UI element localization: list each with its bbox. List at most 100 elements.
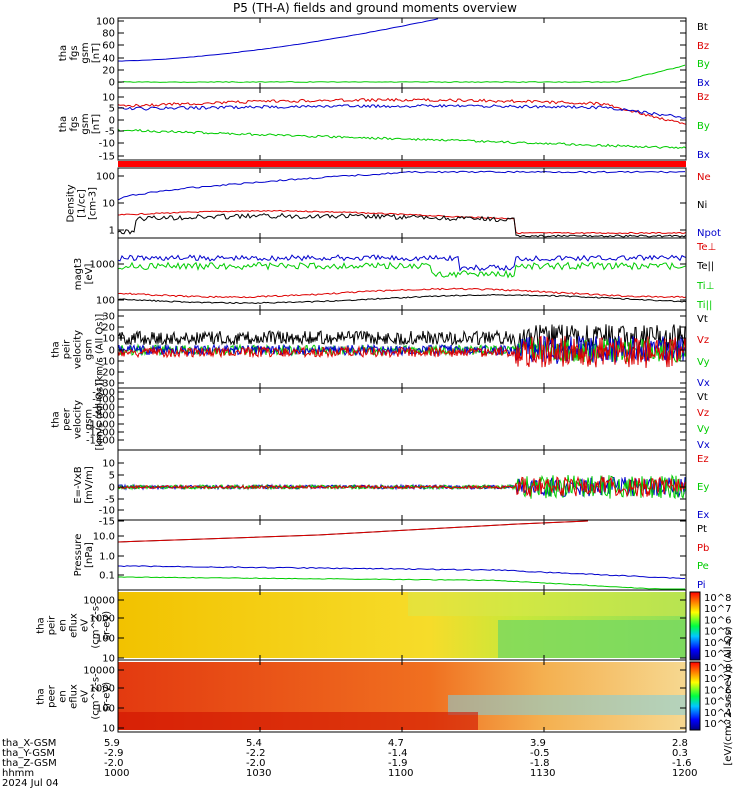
ytick-label: 10000 — [83, 596, 115, 607]
panel-frame-temperature — [117, 237, 687, 311]
ephem-y_gsm-4: 0.3 — [672, 748, 688, 759]
ephem-y_gsm-2: -1.4 — [388, 748, 408, 759]
ytick-label: -5 — [105, 495, 115, 506]
ytick-label: 10 — [102, 724, 115, 735]
ephem-label-4: 2024 Jul 04 — [2, 778, 59, 789]
ytick-label: -1000 — [86, 420, 115, 431]
by-trace-1 — [117, 64, 686, 83]
ephem-z_gsm-2: -1.9 — [388, 758, 408, 769]
ephem-y_gsm-0: -2.9 — [104, 748, 124, 759]
ytick-label: 10 — [102, 93, 115, 104]
ytick-label: 10.0 — [93, 532, 115, 543]
legend-pressure-3: Pi — [697, 580, 706, 591]
ni-trace — [117, 212, 687, 238]
legend-fgs-mag-3: Bx — [697, 78, 710, 89]
colorbar-tick: 10^4 — [704, 638, 731, 649]
ephem-hhmm-4: 1200 — [672, 768, 698, 779]
ylabel-peer-velocity: tha peer velocity gsm [km/s (All Qs)] — [50, 378, 106, 450]
legend-pressure-2: Pe — [697, 561, 709, 573]
colorbar-tick: 10^8 — [704, 593, 731, 604]
chart-title: P5 (TH-A) fields and ground moments over… — [233, 1, 517, 15]
legend-peer-velocity-2: Vy — [697, 424, 710, 435]
legend-peer-velocity-1: Vz — [697, 408, 710, 419]
ytick-label: -15 — [99, 152, 115, 163]
ephem-hhmm-1: 1030 — [246, 768, 272, 779]
panel-frame-fgs-mag — [117, 17, 687, 89]
ytick-label: -30 — [99, 379, 115, 390]
colorbar-upper — [689, 591, 701, 661]
colorbar-tick: 10^3 — [704, 719, 731, 730]
ytick-label: 10 — [102, 334, 115, 345]
ephem-hhmm-2: 1100 — [388, 768, 414, 779]
ytick-label: 0 — [109, 116, 115, 127]
ylabel-temperature: magt3 [eV] — [73, 257, 95, 291]
ytick-label: -1400 — [86, 436, 115, 447]
ytick-label: 100 — [96, 704, 115, 715]
ytick-label: 5 — [109, 104, 115, 115]
ylabel-peir-spec: tha peir en eflux eV (cm^2-s- sr-eV) — [35, 601, 113, 649]
ion-spectrogram-low-energy — [498, 620, 686, 658]
ne-trace — [117, 209, 687, 235]
legend-peir-velocity-0: Vt — [697, 314, 708, 325]
red-band — [118, 161, 686, 167]
legend-peir-velocity-1: Vz — [697, 335, 710, 347]
ephem-label-3: hhmm — [2, 768, 35, 779]
ti-trace — [117, 254, 687, 272]
ylabel-peer-spec: tha peer en eflux eV (cm^2-s- sr-eV) — [35, 672, 113, 720]
colorbar-tick: 10^6 — [704, 615, 731, 626]
legend-efield-2: Ex — [697, 510, 710, 521]
ytick-label: -600 — [92, 403, 115, 414]
ion-spectrogram-high-energy — [408, 592, 686, 616]
ytick-label: -400 — [92, 395, 115, 406]
te-par-trace — [117, 261, 687, 279]
ylabel-fgs-mag: tha fgs gsm [nT] — [58, 42, 102, 64]
ytick-label: 1000 — [90, 614, 115, 625]
ephem-z_gsm-0: -2.0 — [104, 758, 124, 769]
ephem-z_gsm-1: -2.0 — [246, 758, 266, 769]
te-perp-trace — [117, 287, 687, 299]
panel-frame-density — [117, 167, 687, 239]
colorbar-label: [eV/(cm^2-s-sr-eV)] (All Qs) — [723, 626, 734, 766]
pi-trace — [117, 565, 686, 580]
ylabel-efield: E=-VxB [mV/m] — [73, 466, 95, 504]
ytick-label: 100 — [96, 634, 115, 645]
ytick-label: 10 — [102, 654, 115, 665]
colorbar-lower — [689, 661, 701, 731]
ytick-label: 60 — [102, 41, 115, 52]
colorbar-tick: 10^7 — [704, 674, 731, 685]
ylabel-pressure: Pressure [nPa] — [73, 533, 95, 577]
ytick-label: 30 — [102, 312, 115, 323]
by-trace-2 — [117, 128, 687, 149]
ytick-label: -10 — [99, 506, 115, 517]
ephem-label-0: tha_X-GSM — [2, 738, 57, 749]
bx-trace-2 — [117, 103, 687, 119]
vx-trace — [117, 335, 687, 365]
legend-density-2: Npot — [697, 228, 721, 239]
ephem-y_gsm-3: -0.5 — [530, 748, 550, 759]
ez-trace — [117, 475, 687, 498]
ytick-label: -10 — [99, 357, 115, 368]
legend-fgs-gsm-0: Bz — [697, 92, 710, 103]
ephem-x_gsm-1: 5.4 — [246, 738, 262, 749]
ytick-label: 1.0 — [99, 552, 115, 563]
ephem-x_gsm-3: 3.9 — [530, 738, 546, 749]
ytick-label: -1200 — [86, 428, 115, 439]
ytick-label: 10 — [102, 459, 115, 470]
legend-peir-velocity-2: Vy — [697, 356, 710, 368]
ytick-label: 40 — [102, 54, 115, 65]
ytick-label: 10000 — [83, 666, 115, 677]
ephem-hhmm-3: 1130 — [530, 768, 556, 779]
ytick-label: 100 — [96, 17, 115, 28]
ephem-hhmm-0: 1000 — [104, 768, 130, 779]
legend-density-0: Ne — [697, 172, 711, 183]
npot-trace — [117, 170, 686, 201]
legend-efield-1: Ey — [697, 482, 710, 493]
ytick-label: 0 — [109, 78, 115, 89]
colorbar-tick: 10^6 — [704, 685, 731, 696]
legend-temperature-2: Ti⊥ — [697, 280, 715, 292]
legend-pressure-1: Pb — [697, 542, 710, 554]
vz-trace — [117, 335, 687, 368]
ytick-label: 20 — [102, 66, 115, 77]
ytick-label: -10 — [99, 139, 115, 150]
